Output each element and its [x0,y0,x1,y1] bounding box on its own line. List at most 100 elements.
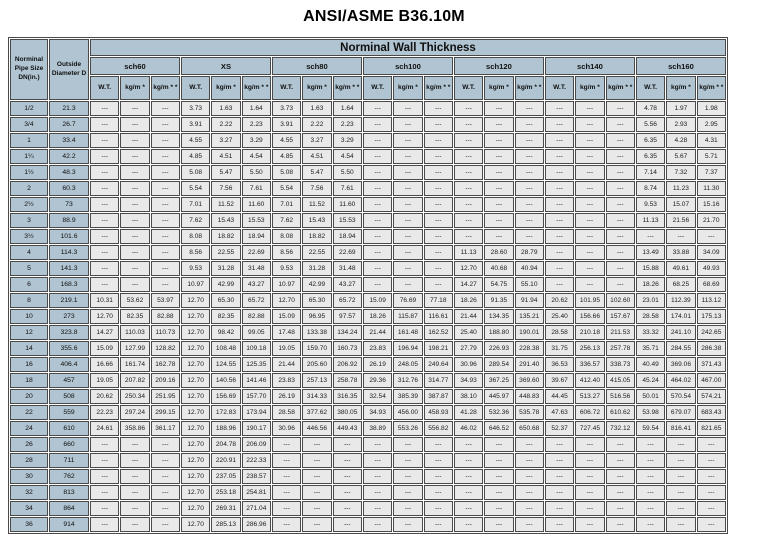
value-cell: --- [453,117,484,132]
value-cell: --- [271,469,302,484]
value-cell: --- [362,261,393,276]
value-cell: 9.53 [180,261,211,276]
value-cell: 133.38 [302,325,332,340]
value-cell: 679.07 [666,405,696,420]
value-cell: 159.70 [302,341,332,356]
table-row: 4 114.3 --- --- --- 8.56 22.55 22.69 8.56 22.55 22… [10,245,726,260]
value-cell: 380.05 [332,405,362,420]
value-cell: --- [514,229,544,244]
value-cell: --- [453,485,484,500]
value-cell: 99.05 [241,325,271,340]
value-cell: --- [484,165,514,180]
value-cell: --- [484,133,514,148]
pipe-size-cell: 1½ [10,165,48,180]
value-cell: --- [393,133,423,148]
value-cell: --- [120,485,150,500]
value-cell: --- [514,181,544,196]
value-cell: --- [544,213,575,228]
page-title: ANSI/ASME B36.10M [303,8,465,25]
value-cell: 21.56 [666,213,696,228]
value-cell: --- [150,197,180,212]
value-cell: 22.55 [302,245,332,260]
value-cell: --- [271,453,302,468]
value-cell: --- [90,245,120,260]
value-cell: 286.96 [241,517,271,532]
value-cell: --- [423,453,453,468]
value-cell: 4.51 [211,149,241,164]
value-cell: 11.52 [302,197,332,212]
pipe-size-cell: 18 [10,373,48,388]
pipe-size-cell: 30 [10,469,48,484]
value-cell: --- [544,165,575,180]
value-cell: 50.01 [635,389,666,404]
value-cell: 128.82 [150,341,180,356]
value-cell: 8.56 [271,245,302,260]
value-cell: 4.51 [302,149,332,164]
value-cell: --- [514,485,544,500]
value-cell: --- [393,101,423,116]
value-cell: --- [90,277,120,292]
value-cell: 7.62 [180,213,211,228]
table-row: 18 457 19.05 207.82 209.16 12.70 140.56 141.46 2… [10,373,726,388]
value-cell: 3.29 [241,133,271,148]
value-cell: 5.47 [211,165,241,180]
sub-header: W.T. [544,76,575,100]
value-cell: 22.55 [211,245,241,260]
value-cell: --- [90,229,120,244]
value-cell: --- [393,245,423,260]
table-body: 1/2 21.3 --- --- --- 3.73 1.63 1.64 3.73 1.63 1.64… [10,101,726,532]
value-cell: 7.61 [241,181,271,196]
sub-header: kg/m * [666,76,696,100]
value-cell: 82.88 [150,309,180,324]
table-row: 6 168.3 --- --- --- 10.97 42.99 43.27 10.97 42.99… [10,277,726,292]
value-cell: 15.88 [635,261,666,276]
value-cell: --- [120,213,150,228]
value-cell: 26.19 [362,357,393,372]
pipe-size-cell: 12 [10,325,48,340]
value-cell: --- [362,181,393,196]
value-cell: --- [120,469,150,484]
value-cell: 38.10 [453,389,484,404]
sub-header: kg/m * * [605,76,635,100]
value-cell: 367.25 [484,373,514,388]
value-cell: 28.60 [484,245,514,260]
value-cell: 33.88 [666,245,696,260]
value-cell: 449.43 [332,421,362,436]
table-row: 1½ 48.3 --- --- --- 5.08 5.47 5.50 5.08 5.47 5.50-… [10,165,726,180]
value-cell: 387.87 [423,389,453,404]
value-cell: --- [544,197,575,212]
value-cell: --- [575,437,605,452]
value-cell: --- [635,517,666,532]
value-cell: --- [362,517,393,532]
value-cell: 10.97 [271,277,302,292]
value-cell: 204.78 [211,437,241,452]
value-cell: 5.50 [241,165,271,180]
value-cell: 206.09 [241,437,271,452]
value-cell: 8.56 [180,245,211,260]
value-cell: 207.82 [120,373,150,388]
value-cell: --- [605,437,635,452]
value-cell: 5.54 [271,181,302,196]
value-cell: --- [332,501,362,516]
value-cell: --- [544,277,575,292]
value-cell: 15.53 [241,213,271,228]
value-cell: 49.61 [666,261,696,276]
value-cell: 30.96 [453,357,484,372]
value-cell: --- [575,277,605,292]
value-cell: 18.94 [241,229,271,244]
value-cell: --- [90,469,120,484]
value-cell: 11.23 [666,181,696,196]
value-cell: 7.01 [271,197,302,212]
value-cell: --- [423,181,453,196]
value-cell: 35.71 [635,341,666,356]
table-row: 3 88.9 --- --- --- 7.62 15.43 15.53 7.62 15.43 15.… [10,213,726,228]
value-cell: 467.00 [696,373,726,388]
pipe-size-cell: 1 [10,133,48,148]
value-cell: --- [605,133,635,148]
value-cell: 22.23 [90,405,120,420]
value-cell: 34.93 [453,373,484,388]
value-cell: 53.62 [120,293,150,308]
value-cell: 412.40 [575,373,605,388]
value-cell: 68.69 [696,277,726,292]
value-cell: --- [605,197,635,212]
